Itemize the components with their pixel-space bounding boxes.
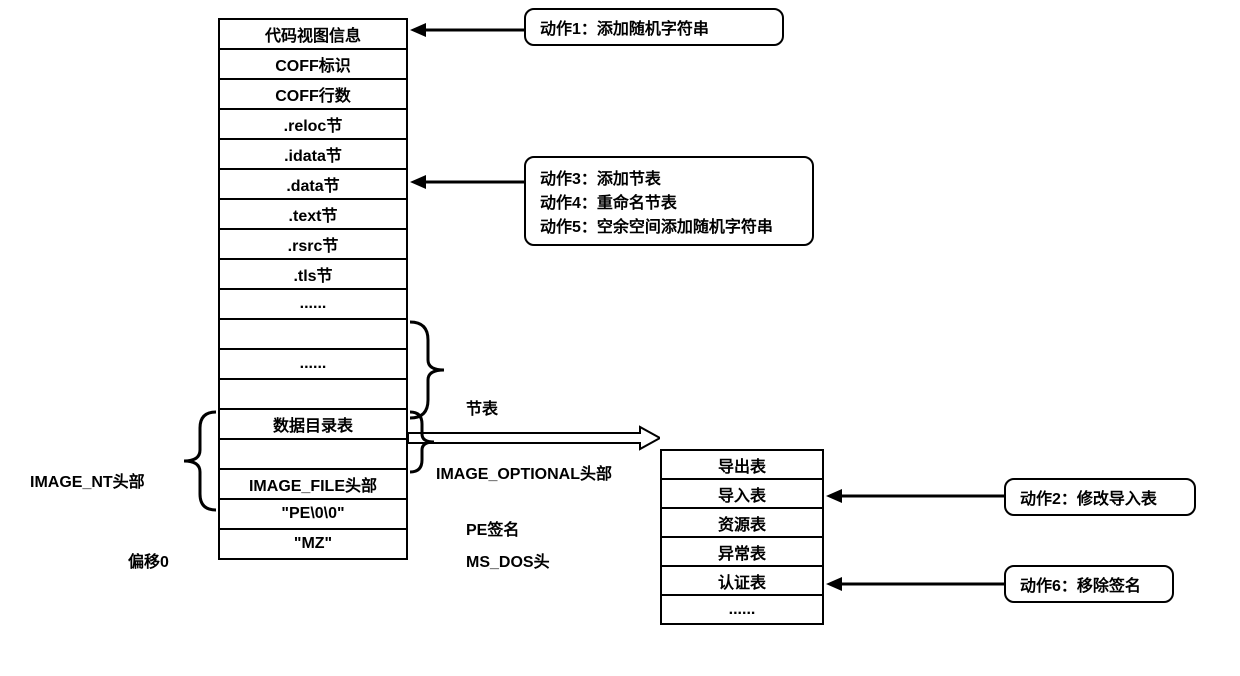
table-row: 数据目录表 — [218, 408, 408, 440]
image-optional-label: IMAGE_OPTIONAL头部 — [436, 460, 612, 484]
arrow-action2 — [824, 484, 1004, 508]
brace-image-optional — [408, 410, 438, 474]
table-row — [218, 438, 408, 470]
table-row: COFF行数 — [218, 78, 408, 110]
action-2-text: 动作2：修改导入表 — [1020, 485, 1180, 509]
table-row: 代码视图信息 — [218, 18, 408, 50]
table-row: IMAGE_FILE头部 — [218, 468, 408, 500]
action-3-text: 动作3：添加节表 — [540, 165, 798, 189]
action-1-text: 动作1：添加随机字符串 — [540, 15, 768, 39]
table-row — [218, 318, 408, 350]
action-4-text: 动作4：重命名节表 — [540, 189, 798, 213]
action-345-box: 动作3：添加节表 动作4：重命名节表 动作5：空余空间添加随机字符串 — [524, 156, 814, 246]
table-row: .data节 — [218, 168, 408, 200]
arrow-action1 — [408, 18, 524, 42]
table-row: ...... — [218, 288, 408, 320]
table-row: .idata节 — [218, 138, 408, 170]
table-row: ...... — [660, 594, 824, 625]
table-row: .text节 — [218, 198, 408, 230]
table-row: 导入表 — [660, 478, 824, 509]
table-row: .rsrc节 — [218, 228, 408, 260]
action-6-box: 动作6：移除签名 — [1004, 565, 1174, 603]
table-row: 异常表 — [660, 536, 824, 567]
table-row: 资源表 — [660, 507, 824, 538]
image-nt-label: IMAGE_NT头部 — [30, 468, 145, 492]
arrow-action345 — [408, 170, 524, 194]
table-row: "MZ" — [218, 528, 408, 560]
table-row: 认证表 — [660, 565, 824, 596]
arrow-action6 — [824, 572, 1004, 596]
brace-section-table — [408, 320, 458, 420]
pe-structure-table: 代码视图信息 COFF标识 COFF行数 .reloc节 .idata节 .da… — [218, 20, 408, 560]
table-row: "PE\0\0" — [218, 498, 408, 530]
pe-signature-label: PE签名 — [466, 516, 519, 540]
hollow-arrow-datadir — [408, 424, 660, 454]
section-table-label: 节表 — [466, 395, 498, 419]
action-1-box: 动作1：添加随机字符串 — [524, 8, 784, 46]
action-2-box: 动作2：修改导入表 — [1004, 478, 1196, 516]
table-row: 导出表 — [660, 449, 824, 480]
action-6-text: 动作6：移除签名 — [1020, 572, 1158, 596]
table-row: COFF标识 — [218, 48, 408, 80]
table-row — [218, 378, 408, 410]
table-row: .reloc节 — [218, 108, 408, 140]
offset0-label: 偏移0 — [128, 548, 169, 572]
msdos-label: MS_DOS头 — [466, 548, 550, 572]
table-row: ...... — [218, 348, 408, 380]
action-5-text: 动作5：空余空间添加随机字符串 — [540, 213, 798, 237]
table-row: .tls节 — [218, 258, 408, 290]
data-directory-table: 导出表 导入表 资源表 异常表 认证表 ...... — [660, 451, 824, 625]
brace-image-nt — [180, 410, 218, 512]
